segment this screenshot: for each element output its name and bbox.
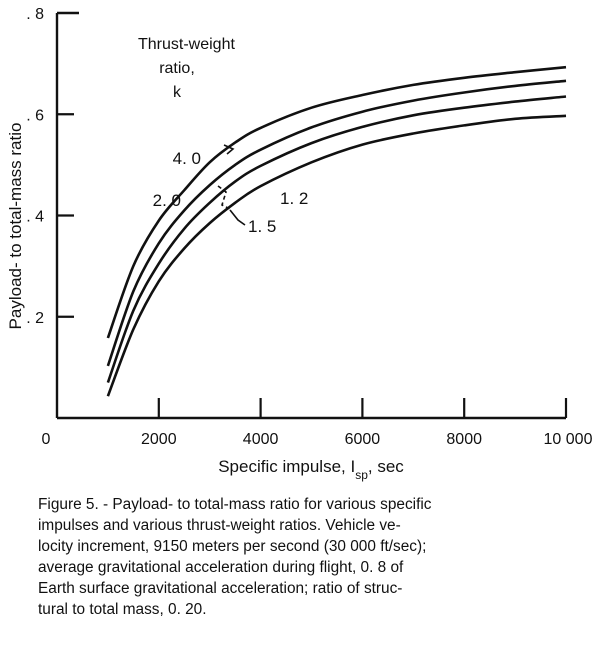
figure-caption: Figure 5. - Payload- to total-mass ratio… [38, 496, 432, 618]
curve-label-leader [229, 209, 246, 226]
series-line [106, 79, 567, 367]
chart-text: 0 2000 4000 6000 8000 10 000 . 2 . 4 . 6 . 8 4. 0 2… [6, 6, 593, 482]
series-line [106, 65, 567, 339]
payload-ratio-chart: 0 2000 4000 6000 8000 10 000 . 2 . 4 . 6 . 8 4. 0 2… [6, 6, 593, 482]
legend-title-line: k [173, 84, 182, 101]
series-line [106, 95, 567, 384]
curve-label: 1. 5 [248, 217, 276, 236]
legend-title-line: ratio, [159, 60, 195, 77]
x-axis-title: Specific impulse, Isp, sec [218, 457, 404, 482]
y-tick-label: . 8 [26, 6, 44, 23]
curve-label: 1. 2 [280, 189, 308, 208]
x-tick-label: 10 000 [544, 431, 593, 448]
legend-title-line: Thrust-weight [138, 36, 235, 53]
x-tick-label: 4000 [243, 431, 279, 448]
y-tick-label: . 4 [26, 209, 44, 226]
x-tick-label: 0 [42, 431, 51, 448]
series-line [106, 114, 567, 397]
curve-label: 4. 0 [173, 149, 201, 168]
series-lines [106, 65, 567, 397]
x-tick-label: 6000 [345, 431, 381, 448]
x-tick-label: 2000 [141, 431, 177, 448]
y-tick-label: . 2 [26, 310, 44, 327]
y-axis-title: Payload- to total-mass ratio [6, 123, 25, 330]
curve-label-leader [223, 144, 235, 155]
y-tick-label: . 6 [26, 107, 44, 124]
curve-label-leader [217, 185, 233, 211]
curve-label: 2. 0 [153, 191, 181, 210]
x-tick-label: 8000 [446, 431, 482, 448]
axes [55, 11, 568, 420]
